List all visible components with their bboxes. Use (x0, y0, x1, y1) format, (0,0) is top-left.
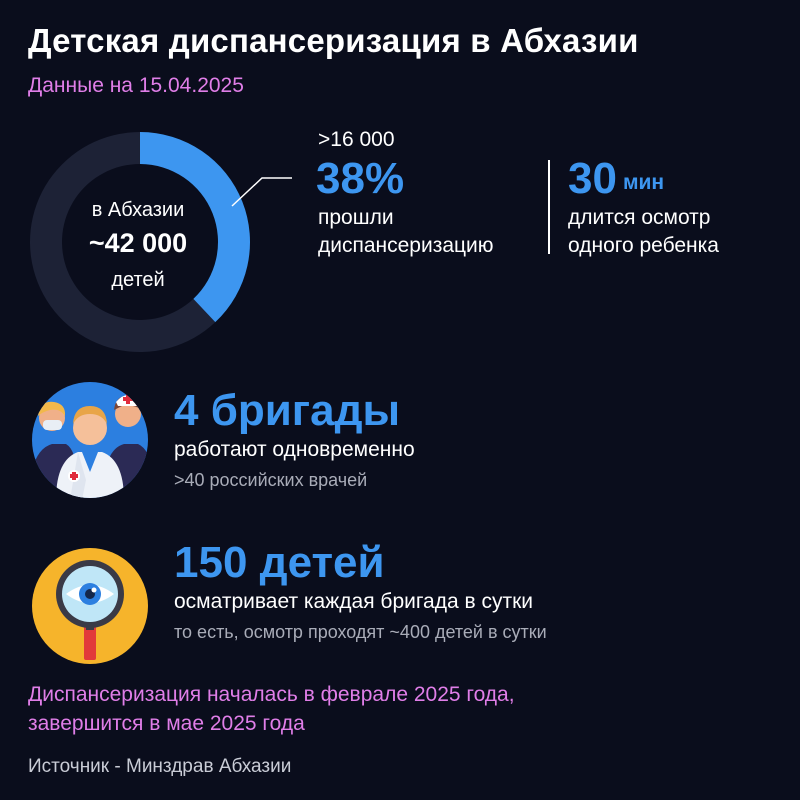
donut-center-line1: в Абхазии (92, 199, 185, 221)
kids-per-day-value: 150 детей (174, 538, 385, 587)
source-credit: Источник - Минздрав Абхазии (28, 756, 292, 777)
donut-slice-done (140, 132, 250, 323)
medical-team-icon (32, 382, 148, 498)
passed-percent: 38% (316, 154, 405, 203)
exam-time-description: длится осмотр одного ребенка (568, 204, 788, 260)
exam-time: 30 мин (568, 154, 664, 204)
passed-desc-line2: диспансеризацию (318, 234, 494, 257)
magnifier-eye-icon (32, 548, 148, 664)
exam-time-value: 30 (568, 154, 617, 203)
brigades-value: 4 бригады (174, 386, 401, 435)
passed-description: прошли диспансеризацию (318, 204, 558, 260)
campaign-note-line2: завершится в мае 2025 года (28, 712, 305, 735)
kids-per-day-description: осматривает каждая бригада в сутки (174, 590, 534, 613)
exam-time-unit: мин (622, 171, 665, 194)
donut-center-value: ~42 000 (89, 228, 187, 258)
donut-center-line3: детей (111, 269, 164, 291)
page-subtitle: Данные на 15.04.2025 (28, 74, 244, 97)
brigades-description: работают одновременно (174, 438, 415, 461)
exam-desc-line2: одного ребенка (568, 234, 719, 257)
donut-chart: в Абхазии ~42 000 детей (29, 132, 250, 352)
stat-divider (548, 160, 550, 254)
exam-desc-line1: длится осмотр (568, 206, 711, 229)
passed-count: >16 000 (318, 128, 395, 151)
donut-slice-rest (29, 132, 216, 352)
passed-desc-line1: прошли (318, 206, 394, 229)
page-title: Детская диспансеризация в Абхазии (28, 22, 639, 59)
campaign-note-line1: Диспансеризация началась в феврале 2025 … (28, 683, 515, 706)
campaign-period-note: Диспансеризация началась в феврале 2025 … (28, 680, 768, 738)
brigades-note: >40 российских врачей (174, 470, 368, 490)
kids-per-day-note: то есть, осмотр проходят ~400 детей в су… (174, 622, 547, 642)
